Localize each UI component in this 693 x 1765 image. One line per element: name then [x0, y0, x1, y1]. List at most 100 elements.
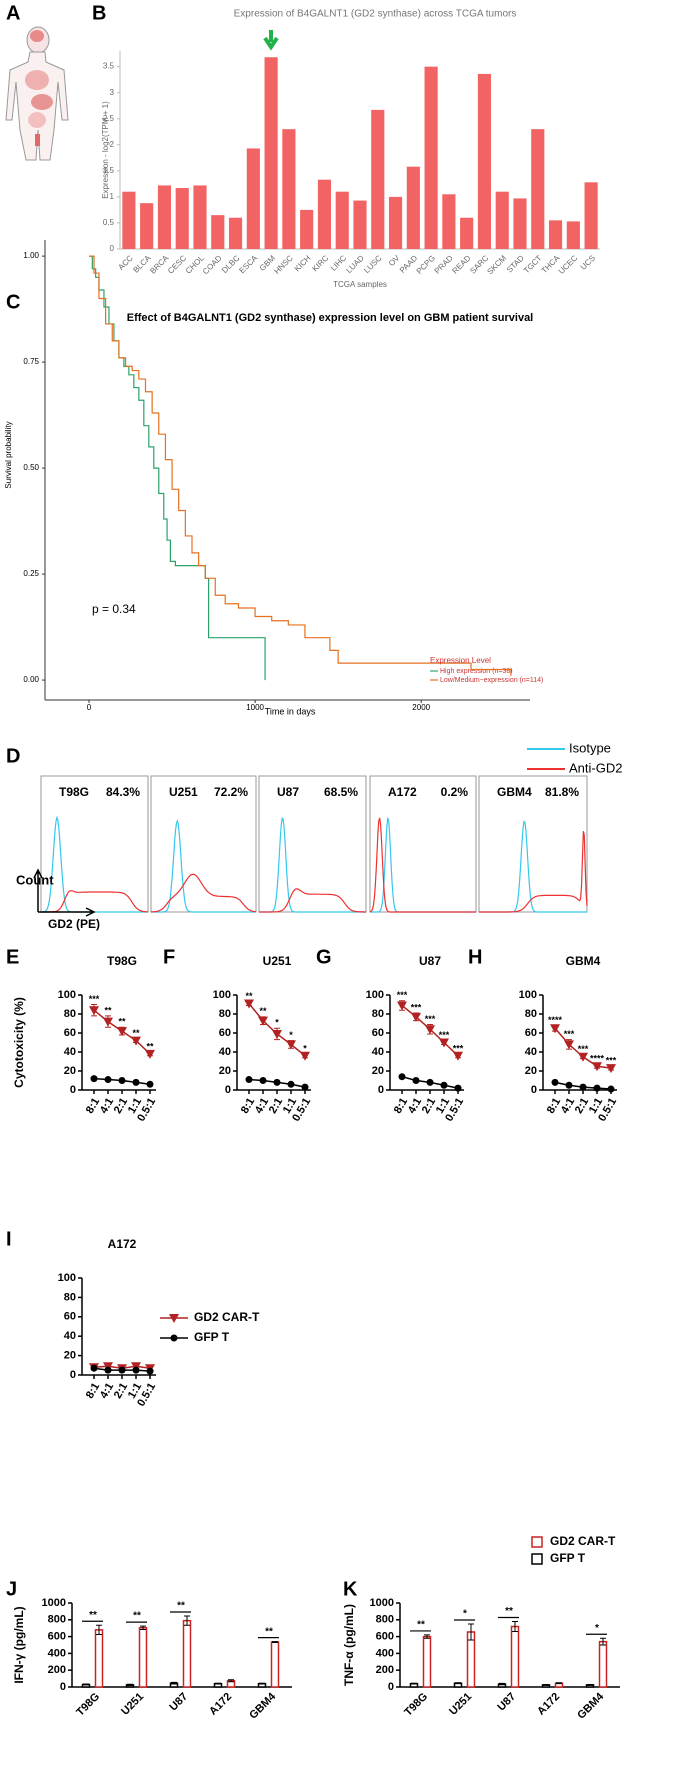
x-tick-label: T98G [402, 1691, 430, 1719]
error-bar [228, 1679, 234, 1683]
marker [132, 1366, 140, 1374]
significance-label: ** [259, 1006, 267, 1016]
x-tick-label: STAD [505, 253, 526, 274]
marker [593, 1084, 601, 1092]
marker [606, 1064, 616, 1074]
legend-label: GFP T [194, 1330, 230, 1344]
error-bar [184, 1615, 190, 1626]
histogram-frame [478, 775, 588, 913]
marker [398, 1073, 406, 1081]
isotype-curve [370, 817, 476, 913]
marker [104, 1366, 112, 1374]
marker [300, 1051, 310, 1061]
significance-label: * [275, 1018, 279, 1028]
y-tick-label: 600 [376, 1631, 394, 1643]
marker [550, 1024, 560, 1034]
y-tick-label: 100 [58, 989, 76, 1001]
y-axis-label: Cytotoxicity (%) [12, 997, 26, 1088]
y-tick-label: 80 [64, 1291, 76, 1303]
marker [425, 1025, 435, 1035]
bar [140, 203, 154, 249]
significance-label: ** [417, 1620, 425, 1631]
x-tick-label: T98G [74, 1691, 102, 1719]
anti-gd2-curve [369, 817, 476, 913]
panel-letter: J [6, 1578, 17, 1600]
x-tick-label: U87 [167, 1691, 190, 1714]
marker [426, 1078, 434, 1086]
y-tick-label: 20 [525, 1065, 537, 1077]
legend-label: Anti-GD2 [569, 760, 622, 775]
x-axis-label: Time in days [265, 706, 316, 716]
marker [273, 1078, 281, 1086]
error-bar [600, 1637, 606, 1646]
significance-label: ** [132, 1028, 140, 1038]
x-tick-label: U87 [495, 1691, 518, 1714]
marker [454, 1084, 462, 1092]
y-tick-label: 60 [372, 1027, 384, 1039]
y-tick-label: 1000 [370, 1597, 394, 1609]
significance-label: *** [606, 1056, 617, 1066]
y-tick-label: 40 [64, 1330, 76, 1342]
bar [282, 129, 296, 249]
legend-swatch [531, 1553, 543, 1565]
x-tick-label: U251 [119, 1691, 146, 1718]
significance-label: ** [146, 1041, 154, 1051]
marker [286, 1040, 296, 1050]
x-tick-label: GBM4 [575, 1690, 607, 1722]
y-axis-label: Count [16, 872, 54, 887]
x-tick-label: PRAD [433, 253, 455, 275]
significance-label: ** [133, 1611, 141, 1622]
percent-label: 72.2% [214, 785, 248, 799]
chart-title: U87 [419, 954, 441, 968]
y-tick-label: 0.00 [23, 675, 39, 684]
bar [211, 215, 225, 249]
axis-arrows [33, 868, 96, 917]
significance-label: * [303, 1043, 307, 1053]
marker [131, 1036, 141, 1046]
x-tick-label: UCEC [557, 253, 580, 276]
y-tick-label: 60 [64, 1311, 76, 1323]
error-bar [127, 1683, 133, 1687]
y-tick-label: 2 [110, 140, 115, 149]
x-tick-label: LUAD [344, 253, 366, 275]
y-axis-label: Survival probability [4, 421, 13, 488]
legend-label: GD2 CAR-T [194, 1310, 260, 1324]
marker [565, 1081, 573, 1089]
y-tick-label: 20 [64, 1350, 76, 1362]
marker [118, 1366, 126, 1374]
error-bar [411, 1682, 417, 1685]
error-bar [587, 1683, 593, 1686]
chart-title: A172 [108, 1237, 137, 1251]
y-tick-label: 20 [219, 1065, 231, 1077]
x-tick-label: PCPG [415, 254, 437, 276]
significance-label: ** [177, 1601, 185, 1612]
bar [548, 220, 563, 249]
x-tick-label: HNSC [272, 253, 295, 276]
significance-label: ** [505, 1606, 513, 1617]
error-bar [499, 1682, 505, 1686]
y-tick-label: 0 [70, 1369, 76, 1381]
panel-letter: I [6, 1228, 12, 1250]
x-tick-label: LUSC [362, 253, 384, 275]
x-tick-label: KIRC [310, 253, 330, 273]
legend-label: Low/Medium−expression (n=114) [440, 677, 543, 684]
marker [245, 1076, 253, 1084]
y-tick-label: 40 [372, 1046, 384, 1058]
bar [388, 196, 403, 249]
anti-gd2-curve [41, 890, 149, 913]
y-tick-label: 0.75 [23, 357, 39, 366]
y-tick-label: 40 [64, 1046, 76, 1058]
bar [406, 166, 420, 249]
y-tick-label: 0 [70, 1084, 76, 1096]
bar [598, 1640, 608, 1688]
bar [182, 1619, 192, 1688]
y-tick-label: 80 [219, 1008, 231, 1020]
panel-letter: E [6, 946, 19, 968]
y-tick-label: 3 [110, 88, 115, 97]
y-tick-label: 200 [376, 1664, 394, 1676]
error-bar [424, 1634, 430, 1639]
y-axis-label: IFN-γ (pg/mL) [12, 1606, 26, 1683]
bar [566, 221, 580, 249]
bar [175, 188, 189, 249]
significance-label: ** [265, 1626, 273, 1637]
